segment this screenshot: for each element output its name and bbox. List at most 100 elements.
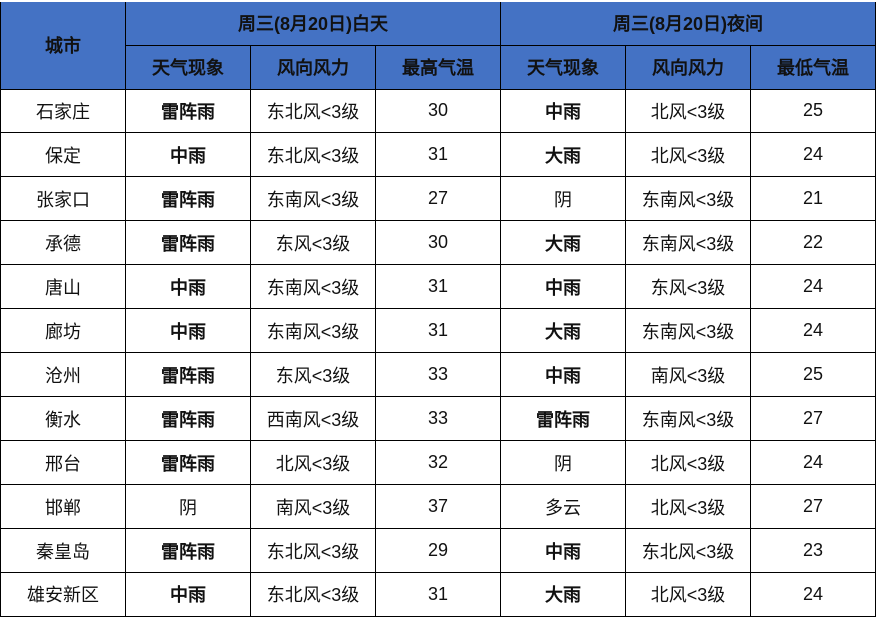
city-cell: 石家庄	[0, 88, 126, 134]
day-wind-cell: 东南风<3级	[250, 264, 376, 310]
day-weather-cell: 中雨	[125, 264, 251, 310]
day-max-temp-cell: 37	[375, 484, 501, 530]
night-weather-cell: 多云	[500, 484, 626, 530]
day-max-temp-cell: 33	[375, 396, 501, 442]
night-min-temp-cell: 24	[750, 308, 876, 354]
table-row: 石家庄 雷阵雨 东北风<3级 30 中雨 北风<3级 25	[0, 88, 876, 134]
day-max-temp-cell: 33	[375, 352, 501, 398]
day-max-temp-cell: 32	[375, 440, 501, 486]
header-subcolumn-row: 天气现象 风向风力 最高气温 天气现象 风向风力 最低气温	[1, 44, 876, 90]
day-weather-cell: 雷阵雨	[125, 352, 251, 398]
day-wind-cell: 东北风<3级	[250, 571, 376, 617]
night-weather-cell: 中雨	[500, 352, 626, 398]
day-weather-cell: 中雨	[125, 132, 251, 178]
day-max-temp-cell: 27	[375, 176, 501, 222]
header-group-row: 城市 周三(8月20日)白天 周三(8月20日)夜间	[0, 0, 876, 90]
day-wind-cell: 南风<3级	[250, 484, 376, 530]
night-min-temp-cell: 24	[750, 571, 876, 617]
night-wind-cell: 南风<3级	[625, 352, 751, 398]
city-cell: 承德	[0, 220, 126, 266]
table-row: 邯郸阴南风<3级 37 多云 北风<3级 27	[0, 484, 876, 530]
table-row: 沧州 雷阵雨 东风<3级 33 中雨 南风<3级 25	[0, 352, 876, 398]
night-wind-cell: 东南风<3级	[625, 308, 751, 354]
night-weather-cell: 大雨	[500, 132, 626, 178]
night-wind-cell: 东南风<3级	[625, 220, 751, 266]
night-weather-cell: 阴	[500, 440, 626, 486]
night-weather-cell: 雷阵雨	[500, 396, 626, 442]
table-body: 石家庄 雷阵雨 东北风<3级 30 中雨 北风<3级 25 保定 中雨 东北风<3级 31 大雨 北风<…	[0, 88, 876, 617]
city-cell: 邢台	[0, 440, 126, 486]
city-cell: 衡水	[0, 396, 126, 442]
day-wind-cell: 东北风<3级	[250, 88, 376, 134]
day-group-header: 周三(8月20日)白天	[125, 0, 501, 46]
table-row: 保定 中雨 东北风<3级 31 大雨 北风<3级 24	[0, 132, 876, 178]
city-cell: 廊坊	[0, 308, 126, 354]
day-weather-header: 天气现象	[125, 44, 251, 90]
night-weather-cell: 大雨	[500, 220, 626, 266]
day-wind-cell: 东南风<3级	[250, 308, 376, 354]
day-weather-cell: 雷阵雨	[125, 396, 251, 442]
night-wind-cell: 北风<3级	[625, 484, 751, 530]
table-row: 雄安新区 中雨 东北风<3级 31 大雨 北风<3级 24	[0, 571, 876, 617]
city-cell: 雄安新区	[0, 571, 126, 617]
day-weather-cell: 雷阵雨	[125, 528, 251, 573]
day-wind-cell: 东北风<3级	[250, 528, 376, 573]
city-cell: 沧州	[0, 352, 126, 398]
night-wind-cell: 北风<3级	[625, 88, 751, 134]
day-max-temp-cell: 29	[375, 528, 501, 573]
night-min-temp-cell: 27	[750, 396, 876, 442]
day-weather-cell: 中雨	[125, 571, 251, 617]
night-weather-header: 天气现象	[500, 44, 626, 90]
table-row: 衡水 雷阵雨 西南风<3级 33 雷阵雨 东南风<3级 27	[0, 396, 876, 442]
table-row: 唐山 中雨 东南风<3级 31 中雨 东风<3级 24	[0, 264, 876, 310]
day-weather-cell: 雷阵雨	[125, 440, 251, 486]
night-wind-cell: 北风<3级	[625, 132, 751, 178]
day-wind-cell: 东南风<3级	[250, 176, 376, 222]
night-weather-cell: 大雨	[500, 308, 626, 354]
night-group-header: 周三(8月20日)夜间	[500, 0, 876, 46]
city-cell: 保定	[0, 132, 126, 178]
night-wind-cell: 东南风<3级	[625, 396, 751, 442]
city-cell: 唐山	[0, 264, 126, 310]
day-weather-cell: 雷阵雨	[125, 220, 251, 266]
city-cell: 秦皇岛	[0, 528, 126, 573]
day-max-temp-cell: 31	[375, 264, 501, 310]
day-weather-cell: 中雨	[125, 308, 251, 354]
day-wind-header: 风向风力	[250, 44, 376, 90]
table-header: 城市 周三(8月20日)白天 周三(8月20日)夜间 天气现象 风向风力 最高气…	[0, 0, 876, 90]
night-weather-cell: 大雨	[500, 571, 626, 617]
day-max-temp-header: 最高气温	[375, 44, 501, 90]
night-weather-cell: 中雨	[500, 88, 626, 134]
night-min-temp-cell: 24	[750, 440, 876, 486]
table-row: 邢台 雷阵雨 北风<3级 32 阴北风<3级 24	[0, 440, 876, 486]
night-wind-cell: 北风<3级	[625, 571, 751, 617]
table-row: 廊坊 中雨 东南风<3级 31 大雨 东南风<3级 24	[0, 308, 876, 354]
night-min-temp-cell: 23	[750, 528, 876, 573]
day-weather-cell: 雷阵雨	[125, 88, 251, 134]
day-wind-cell: 东风<3级	[250, 352, 376, 398]
night-weather-cell: 中雨	[500, 264, 626, 310]
table-row: 张家口 雷阵雨 东南风<3级 27 阴东南风<3级 21	[0, 176, 876, 222]
night-min-temp-cell: 25	[750, 352, 876, 398]
night-min-temp-cell: 27	[750, 484, 876, 530]
day-max-temp-cell: 30	[375, 220, 501, 266]
day-wind-cell: 西南风<3级	[250, 396, 376, 442]
night-wind-cell: 东北风<3级	[625, 528, 751, 573]
night-wind-cell: 北风<3级	[625, 440, 751, 486]
night-wind-cell: 东风<3级	[625, 264, 751, 310]
day-max-temp-cell: 31	[375, 308, 501, 354]
night-min-temp-header: 最低气温	[750, 44, 876, 90]
city-cell: 张家口	[0, 176, 126, 222]
night-min-temp-cell: 25	[750, 88, 876, 134]
night-min-temp-cell: 24	[750, 132, 876, 178]
table-row: 承德 雷阵雨 东风<3级 30 大雨 东南风<3级 22	[0, 220, 876, 266]
day-max-temp-cell: 31	[375, 132, 501, 178]
day-weather-cell: 阴	[125, 484, 251, 530]
day-wind-cell: 北风<3级	[250, 440, 376, 486]
day-weather-cell: 雷阵雨	[125, 176, 251, 222]
day-max-temp-cell: 30	[375, 88, 501, 134]
night-min-temp-cell: 21	[750, 176, 876, 222]
night-weather-cell: 阴	[500, 176, 626, 222]
table-row: 秦皇岛 雷阵雨 东北风<3级 29 中雨 东北风<3级 23	[0, 528, 876, 573]
